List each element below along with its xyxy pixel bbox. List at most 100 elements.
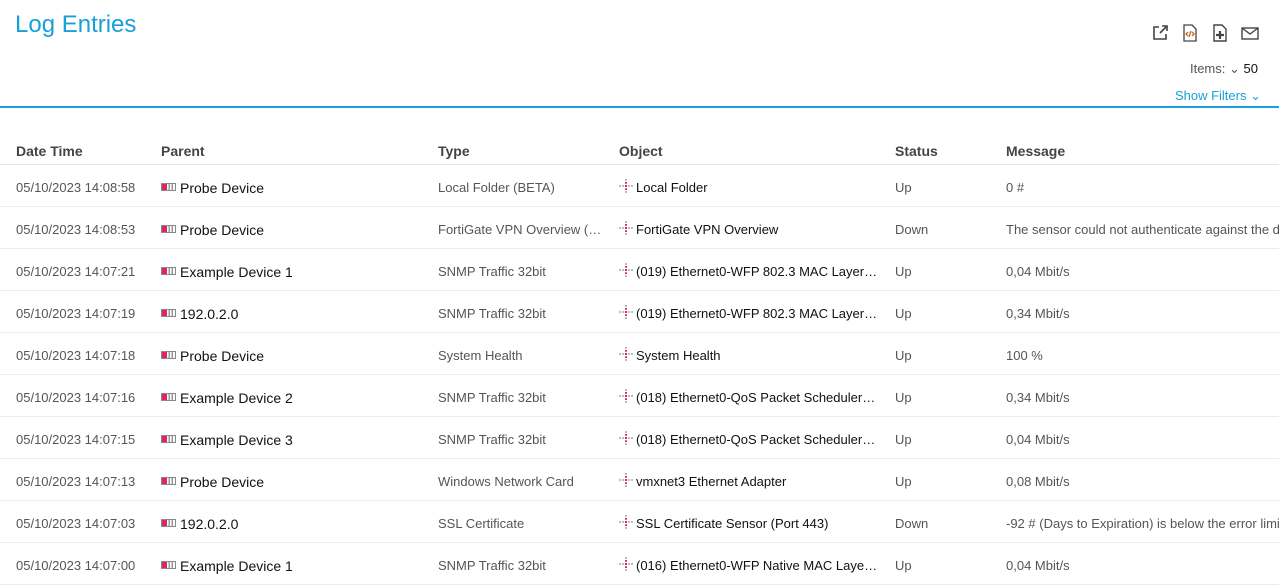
object-link[interactable]: vmxnet3 Ethernet Adapter xyxy=(636,473,787,489)
device-icon xyxy=(161,350,176,359)
device-icon xyxy=(161,476,176,485)
type: System Health xyxy=(422,332,603,375)
status: Down xyxy=(879,206,990,249)
parent-link[interactable]: Probe Device xyxy=(180,179,265,196)
table-row[interactable]: 05/10/2023 14:08:58 Probe Device Local F… xyxy=(0,164,1279,207)
device-icon xyxy=(161,518,176,527)
table-row[interactable]: 05/10/2023 14:07:18 Probe Device System … xyxy=(0,332,1279,375)
sensor-icon xyxy=(619,473,633,488)
divider xyxy=(0,106,1279,108)
message: 0,04 Mbit/s xyxy=(990,542,1279,585)
type: SNMP Traffic 32bit xyxy=(422,290,603,333)
table-row[interactable]: 05/10/2023 14:07:00 Example Device 1 SNM… xyxy=(0,542,1279,585)
parent-link[interactable]: Example Device 1 xyxy=(180,557,293,574)
datetime: 05/10/2023 14:08:53 xyxy=(0,206,145,249)
parent-link[interactable]: Example Device 2 xyxy=(180,389,293,406)
sensor-icon xyxy=(619,221,633,236)
message: 0,04 Mbit/s xyxy=(990,248,1279,291)
table-row[interactable]: 05/10/2023 14:07:03 192.0.2.0 SSL Certif… xyxy=(0,500,1279,543)
device-icon xyxy=(161,266,176,275)
status: Up xyxy=(879,458,990,501)
type: SSL Certificate xyxy=(422,500,603,543)
table-row[interactable]: 05/10/2023 14:07:19 192.0.2.0 SNMP Traff… xyxy=(0,290,1279,333)
object-link[interactable]: (019) Ethernet0-WFP 802.3 MAC Layer Ligh… xyxy=(636,305,879,321)
type: FortiGate VPN Overview (BETA) xyxy=(422,206,603,249)
sensor-icon xyxy=(619,305,633,320)
column-header[interactable]: Status xyxy=(879,138,990,165)
column-header[interactable]: Type xyxy=(422,138,603,165)
datetime: 05/10/2023 14:08:58 xyxy=(0,164,145,207)
show-filters-button[interactable]: Show Filters ⌄ xyxy=(1174,88,1261,103)
parent-link[interactable]: Probe Device xyxy=(180,221,265,238)
parent-link[interactable]: Example Device 3 xyxy=(180,431,293,448)
items-value: 50 xyxy=(1243,61,1258,76)
type: SNMP Traffic 32bit xyxy=(422,416,603,459)
parent-link[interactable]: Probe Device xyxy=(180,347,265,364)
datetime: 05/10/2023 14:07:19 xyxy=(0,290,145,333)
table-row[interactable]: 05/10/2023 14:07:16 Example Device 2 SNM… xyxy=(0,374,1279,417)
email-icon[interactable] xyxy=(1241,24,1259,42)
column-header[interactable]: Parent xyxy=(145,138,422,165)
parent-link[interactable]: Probe Device xyxy=(180,473,265,490)
table-row[interactable]: 05/10/2023 14:07:21 Example Device 1 SNM… xyxy=(0,248,1279,291)
parent-link[interactable]: 192.0.2.0 xyxy=(180,515,239,532)
sensor-icon xyxy=(619,431,633,446)
sensor-icon xyxy=(619,515,633,530)
datetime: 05/10/2023 14:07:16 xyxy=(0,374,145,417)
status: Up xyxy=(879,164,990,207)
items-per-page[interactable]: Items: ⌄ 50 xyxy=(1189,61,1258,76)
page-title: Log Entries xyxy=(15,11,137,38)
table-row[interactable]: 05/10/2023 14:07:13 Probe Device Windows… xyxy=(0,458,1279,501)
message: The sensor could not authenticate agains… xyxy=(990,206,1279,249)
status: Up xyxy=(879,290,990,333)
sensor-icon xyxy=(619,347,633,362)
sensor-icon xyxy=(619,389,633,404)
device-icon xyxy=(161,308,176,317)
html-export-icon[interactable] xyxy=(1181,24,1199,42)
column-header[interactable]: Message xyxy=(990,138,1279,165)
table-row[interactable]: 05/10/2023 14:08:53 Probe Device FortiGa… xyxy=(0,206,1279,249)
message: -92 # (Days to Expiration) is below the … xyxy=(990,500,1279,543)
device-icon xyxy=(161,434,176,443)
object-link[interactable]: (018) Ethernet0-QoS Packet Scheduler-000… xyxy=(636,389,879,405)
chevron-down-icon: ⌄ xyxy=(1229,61,1240,76)
message: 0,34 Mbit/s xyxy=(990,374,1279,417)
message: 0,04 Mbit/s xyxy=(990,416,1279,459)
device-icon xyxy=(161,182,176,191)
object-link[interactable]: FortiGate VPN Overview xyxy=(636,221,779,237)
device-icon xyxy=(161,560,176,569)
object-link[interactable]: System Health xyxy=(636,347,721,363)
sensor-icon xyxy=(619,557,633,572)
object-link[interactable]: (016) Ethernet0-WFP Native MAC Layer Lig… xyxy=(636,557,879,573)
datetime: 05/10/2023 14:07:13 xyxy=(0,458,145,501)
add-report-icon[interactable] xyxy=(1211,24,1229,42)
datetime: 05/10/2023 14:07:03 xyxy=(0,500,145,543)
status: Up xyxy=(879,416,990,459)
toolbar xyxy=(1151,24,1259,42)
message: 0,08 Mbit/s xyxy=(990,458,1279,501)
column-header[interactable]: Object xyxy=(603,138,879,165)
status: Up xyxy=(879,332,990,375)
type: SNMP Traffic 32bit xyxy=(422,374,603,417)
table-row[interactable]: 05/10/2023 14:07:15 Example Device 3 SNM… xyxy=(0,416,1279,459)
datetime: 05/10/2023 14:07:21 xyxy=(0,248,145,291)
sensor-icon xyxy=(619,179,633,194)
parent-link[interactable]: 192.0.2.0 xyxy=(180,305,239,322)
message: 100 % xyxy=(990,332,1279,375)
type: SNMP Traffic 32bit xyxy=(422,248,603,291)
status: Up xyxy=(879,542,990,585)
object-link[interactable]: SSL Certificate Sensor (Port 443) xyxy=(636,515,829,531)
status: Up xyxy=(879,248,990,291)
chevron-down-icon: ⌄ xyxy=(1250,88,1261,103)
parent-link[interactable]: Example Device 1 xyxy=(180,263,293,280)
object-link[interactable]: (019) Ethernet0-WFP 802.3 MAC Layer Ligh… xyxy=(636,263,879,279)
external-link-icon[interactable] xyxy=(1151,24,1169,42)
device-icon xyxy=(161,392,176,401)
object-link[interactable]: Local Folder xyxy=(636,179,708,195)
device-icon xyxy=(161,224,176,233)
status: Down xyxy=(879,500,990,543)
object-link[interactable]: (018) Ethernet0-QoS Packet Scheduler-000… xyxy=(636,431,879,447)
column-header[interactable]: Date Time xyxy=(0,138,145,165)
type: Windows Network Card xyxy=(422,458,603,501)
type: SNMP Traffic 32bit xyxy=(422,542,603,585)
